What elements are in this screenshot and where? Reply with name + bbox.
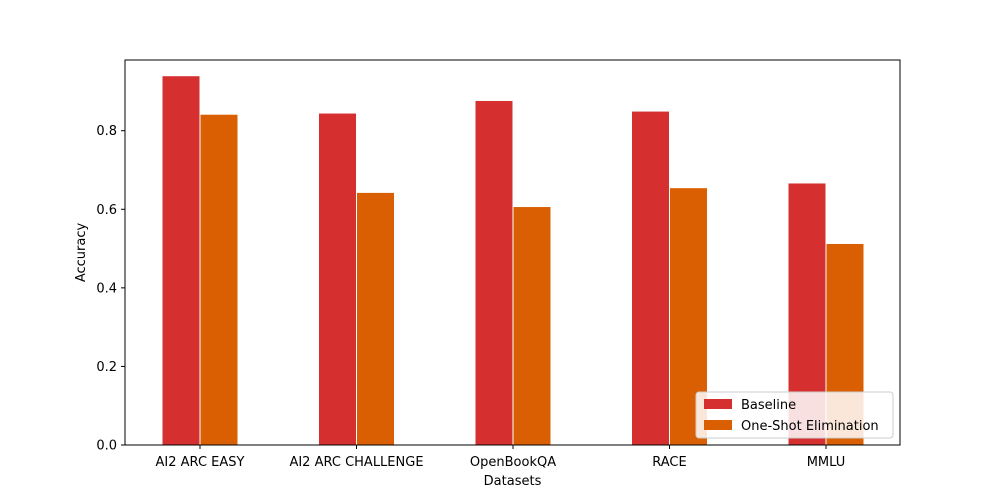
legend: Baseline One-Shot Elimination xyxy=(695,391,894,439)
y-axis: 0.0 0.2 0.4 0.6 0.8 xyxy=(96,124,125,454)
bar-baseline-0 xyxy=(161,75,201,446)
bar-one-shot-2 xyxy=(512,206,552,446)
y-tick-label: 0.2 xyxy=(96,360,117,375)
legend-swatch-1 xyxy=(704,420,732,430)
x-tick-label: RACE xyxy=(652,455,686,470)
bars-layer xyxy=(161,75,865,446)
legend-swatch-0 xyxy=(704,399,732,409)
x-axis: AI2 ARC EASY AI2 ARC CHALLENGE OpenBookQA R… xyxy=(156,445,846,470)
legend-box xyxy=(695,391,894,439)
y-tick-label: 0.8 xyxy=(96,124,117,139)
y-tick-label: 0.0 xyxy=(96,439,117,454)
x-tick-label: AI2 ARC CHALLENGE xyxy=(289,455,423,470)
legend-label-1: One-Shot Elimination xyxy=(741,419,879,434)
x-tick-label: AI2 ARC EASY xyxy=(156,455,245,470)
bar-baseline-1 xyxy=(318,112,357,446)
x-tick-label: OpenBookQA xyxy=(470,455,556,470)
x-axis-label: Datasets xyxy=(484,474,542,489)
bar-one-shot-1 xyxy=(356,191,395,446)
legend-label-0: Baseline xyxy=(741,398,796,413)
y-tick-label: 0.6 xyxy=(96,203,117,218)
y-tick-label: 0.4 xyxy=(96,281,117,296)
bar-baseline-3 xyxy=(631,110,670,446)
x-tick-label: MMLU xyxy=(807,455,846,470)
y-axis-label: Accuracy xyxy=(74,223,89,283)
bar-one-shot-0 xyxy=(199,113,239,446)
bar-baseline-2 xyxy=(474,99,514,446)
